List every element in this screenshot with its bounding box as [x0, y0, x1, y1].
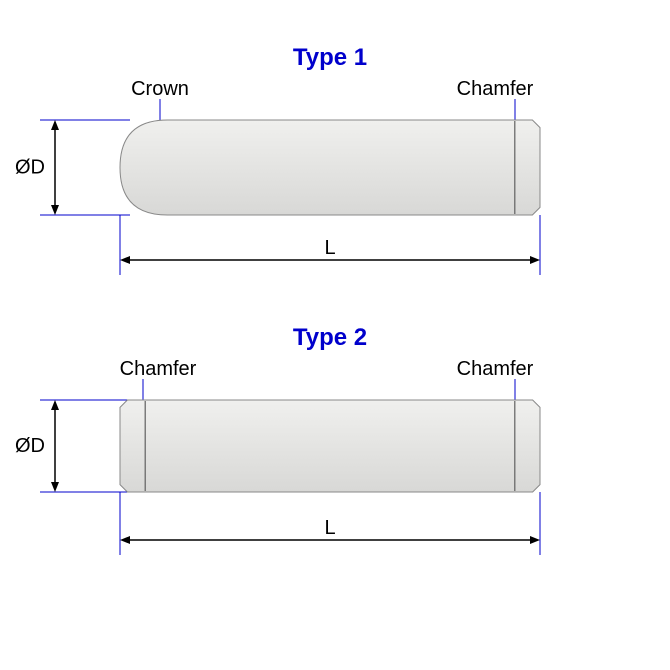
arrow-head	[120, 536, 130, 544]
dimension-label: ØD	[15, 157, 45, 179]
pin-type2	[120, 400, 540, 492]
arrow-head	[530, 256, 540, 264]
chamfer-label-right: Chamfer	[457, 358, 534, 380]
title-type2: Type 2	[293, 324, 367, 351]
arrow-head	[51, 482, 59, 492]
dimension-label: L	[324, 237, 335, 259]
arrow-head	[51, 205, 59, 215]
chamfer-label: Chamfer	[457, 78, 534, 100]
pin-body	[120, 120, 540, 215]
pin-body	[120, 400, 540, 492]
crown-label: Crown	[131, 78, 189, 100]
title-type1: Type 1	[293, 44, 367, 71]
dimension-label: L	[324, 517, 335, 539]
dimension-label: ØD	[15, 435, 45, 457]
arrow-head	[51, 120, 59, 130]
arrow-head	[120, 256, 130, 264]
arrow-head	[530, 536, 540, 544]
chamfer-label-left: Chamfer	[120, 358, 197, 380]
arrow-head	[51, 400, 59, 410]
pin-type1	[120, 120, 540, 215]
